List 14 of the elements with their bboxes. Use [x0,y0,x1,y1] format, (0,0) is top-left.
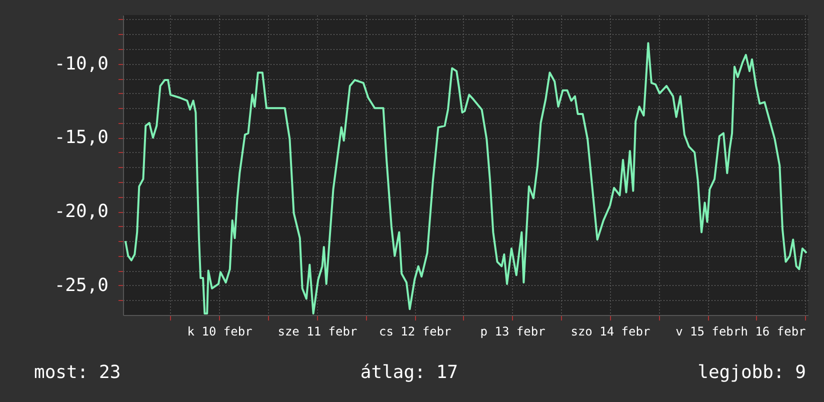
x-tick-label: h 16 febr [740,324,806,338]
x-tick-label: p 13 febr [480,324,546,338]
y-tick-label: -10,0 [54,53,108,74]
text: legjobb: 9 [698,362,806,383]
text: most: 23 [34,362,121,383]
text: átlag: 17 [360,362,458,383]
y-tick-label: -15,0 [54,127,108,148]
x-tick-label: v 15 febr [676,324,741,338]
y-tick-label: -25,0 [54,274,108,296]
y-tick-label: -20,0 [54,201,108,222]
x-tick-label: szo 14 febr [570,324,650,338]
x-tick-label: cs 12 febr [379,324,452,338]
x-tick-label: k 10 febr [187,324,252,338]
x-tick-label: sze 11 febr [278,324,358,338]
